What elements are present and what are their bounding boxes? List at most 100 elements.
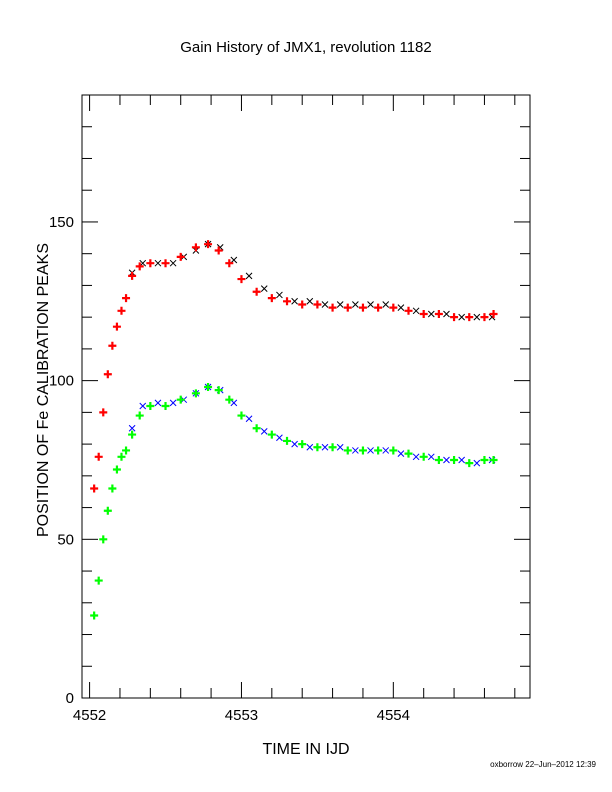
data-point (94, 452, 103, 461)
y-tick-label: 100 (49, 373, 74, 390)
data-point (108, 341, 117, 350)
y-tick-label: 50 (57, 531, 74, 548)
data-point (389, 303, 398, 312)
data-point (260, 285, 268, 292)
data-point (276, 434, 283, 442)
data-point (358, 446, 367, 455)
data-point (122, 446, 131, 455)
data-point (352, 447, 359, 454)
x-tick-label: 4554 (377, 707, 410, 724)
data-point (169, 399, 177, 407)
data-point (283, 436, 292, 445)
data-point (154, 259, 162, 267)
data-point (321, 443, 329, 451)
data-point (225, 259, 234, 268)
data-point (230, 256, 238, 264)
data-point (135, 411, 144, 420)
data-point (90, 611, 99, 620)
data-point (161, 402, 170, 411)
data-point (252, 287, 261, 296)
data-point (374, 446, 383, 455)
data-point (176, 395, 185, 404)
data-point (237, 275, 246, 284)
footer-credit: oxborrow 22–Jun–2012 12:39 (490, 760, 596, 769)
data-point (397, 450, 405, 457)
data-point (191, 243, 200, 252)
data-point (473, 313, 481, 321)
data-point (169, 259, 177, 267)
x-tick-label: 4553 (225, 707, 258, 724)
x-axis-label: TIME IN IJD (262, 741, 349, 758)
data-point (176, 252, 185, 261)
data-point (427, 310, 435, 318)
data-point (419, 309, 428, 318)
data-point (276, 291, 283, 299)
data-point (117, 452, 126, 461)
data-point (306, 443, 314, 451)
data-point (237, 411, 246, 420)
data-point (267, 430, 276, 439)
data-point (103, 506, 112, 515)
data-point (245, 272, 253, 280)
series-upper-raw (128, 240, 496, 321)
data-point (245, 415, 253, 423)
data-point (214, 386, 223, 395)
data-point (434, 309, 443, 318)
data-point (374, 303, 383, 312)
data-point (412, 307, 420, 315)
data-point (146, 402, 155, 411)
data-series (90, 240, 498, 620)
data-point (336, 443, 344, 451)
data-point (473, 459, 481, 467)
data-point (298, 440, 307, 449)
data-point (191, 389, 200, 398)
data-point (443, 310, 450, 318)
data-point (336, 301, 344, 308)
data-point (443, 456, 450, 464)
data-point (146, 259, 155, 268)
data-point (343, 446, 352, 455)
plot-frame (81, 94, 531, 699)
data-point (313, 300, 322, 309)
series-lower-fit (90, 382, 498, 620)
data-point (135, 262, 144, 271)
data-point (367, 447, 374, 454)
data-point (328, 443, 337, 452)
data-point (122, 294, 131, 303)
data-point (298, 300, 307, 309)
x-tick-label: 4552 (73, 707, 106, 724)
data-point (90, 484, 99, 493)
series-upper-fit (90, 240, 498, 493)
data-point (94, 576, 103, 585)
data-point (458, 313, 466, 321)
data-point (404, 449, 413, 458)
data-point (225, 395, 234, 404)
series-lower-raw (128, 383, 496, 467)
data-point (450, 455, 459, 464)
data-point (434, 455, 443, 464)
data-point (412, 453, 420, 461)
data-point (204, 382, 213, 391)
data-point (112, 465, 121, 474)
data-point (480, 313, 489, 322)
data-point (128, 424, 136, 432)
data-point (419, 452, 428, 461)
data-point (128, 271, 137, 280)
chart-title: Gain History of JMX1, revolution 1182 (180, 39, 432, 56)
data-point (291, 297, 298, 305)
axis-tick-labels: 0 50 100 150 4552 4553 4554 (49, 214, 410, 724)
data-point (358, 303, 367, 312)
data-point (112, 322, 121, 331)
data-point (404, 306, 413, 315)
data-point (103, 370, 112, 379)
data-point (489, 455, 498, 464)
data-point (139, 402, 147, 410)
data-point (480, 455, 489, 464)
y-tick-label: 150 (49, 214, 74, 231)
data-point (465, 459, 474, 468)
data-point (313, 443, 322, 452)
data-point (161, 259, 170, 268)
data-point (427, 453, 435, 461)
data-point (367, 301, 374, 308)
